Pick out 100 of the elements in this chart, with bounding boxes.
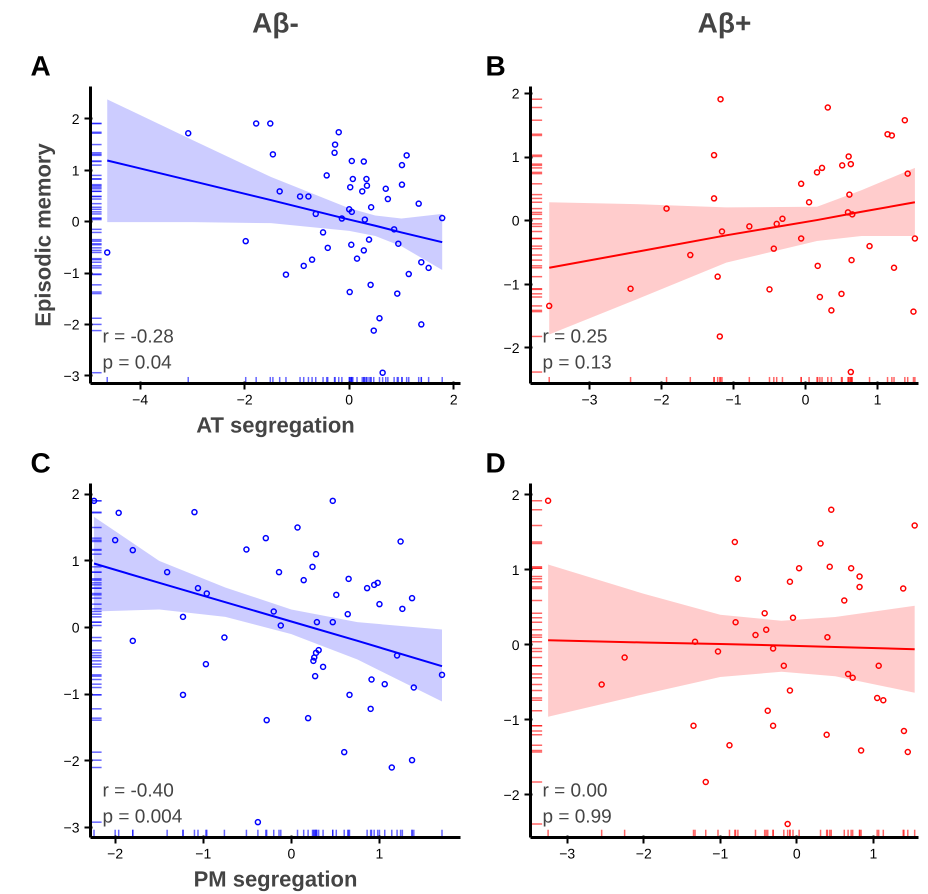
point [399,606,406,612]
point [130,546,136,554]
point [364,584,370,592]
point [714,273,721,280]
x-tick-label: 0 [287,846,296,862]
point [746,223,753,230]
point [798,180,804,188]
point [714,648,722,655]
y-tick-label: −2 [504,786,520,803]
point [346,692,353,698]
point [115,510,122,516]
y-tick-label: −1 [64,265,80,282]
point [320,664,326,670]
point [312,650,320,656]
point [348,158,356,164]
annotation: r = 0.25 [542,326,608,348]
point [844,670,852,678]
point [406,270,412,278]
point [824,634,831,640]
point [300,576,307,584]
line-series [548,201,916,269]
text: D [486,448,506,478]
point [340,748,348,756]
point [221,634,228,641]
point [397,538,404,545]
point [875,662,882,669]
point [314,618,320,626]
y-tick-label: 1 [72,552,80,569]
annotation: p = 0.13 [542,352,612,374]
point [381,680,388,688]
annotation: p = 0.004 [102,806,183,828]
point [798,235,804,242]
point [890,264,898,271]
x-tick-label: −2 [107,846,124,862]
point [844,209,852,216]
point [817,540,824,547]
point [780,662,788,669]
point [390,226,398,233]
point [621,654,628,661]
annotation: r = 0.00 [542,780,608,802]
point [848,160,854,168]
point [104,249,110,256]
point [845,153,852,160]
x-axis-title: PM segregation [194,866,358,892]
text: A [30,50,51,82]
point [335,128,342,136]
point [312,210,319,218]
x-tick-label: 1 [376,846,384,862]
point [912,235,918,242]
y-tick-label: 0 [512,636,520,653]
point [345,576,352,582]
point [180,614,186,620]
point [202,660,210,668]
point [368,204,374,210]
point [408,594,416,602]
point [786,578,794,585]
point [408,756,416,764]
point [333,592,340,598]
y-tick-label: 2 [512,486,520,503]
line-series [93,562,443,668]
point [762,626,770,633]
y-tick-label: −1 [504,276,520,292]
point [191,508,198,516]
x-tick-label: 0 [792,846,801,862]
point [816,294,824,300]
point [346,288,353,296]
point [346,184,354,190]
annotation: p = 0.04 [102,352,172,374]
x-tick-label: −1 [195,846,212,862]
point [874,694,880,702]
y-tick-label: −3 [64,368,80,384]
point [282,271,290,278]
point [379,369,386,376]
point [732,538,738,546]
x-tick-label: −2 [636,846,652,862]
point [304,714,312,722]
point [438,672,446,678]
point [752,632,759,638]
point [350,176,356,182]
point [900,585,906,592]
point [770,722,776,729]
point [263,716,270,724]
point [814,262,821,270]
point [394,290,401,297]
point [270,608,277,615]
point [828,506,835,513]
point [784,820,791,828]
point [315,646,322,654]
point [710,152,718,158]
point [267,120,274,127]
x-tick-label: 0 [345,392,354,408]
point [300,262,307,270]
point [398,162,406,168]
point [544,498,552,504]
point [814,169,820,176]
point [360,158,368,165]
point [262,534,270,542]
y-tick-label: 2 [72,110,80,127]
x-tick-label: 2 [450,392,458,408]
point [687,252,694,258]
